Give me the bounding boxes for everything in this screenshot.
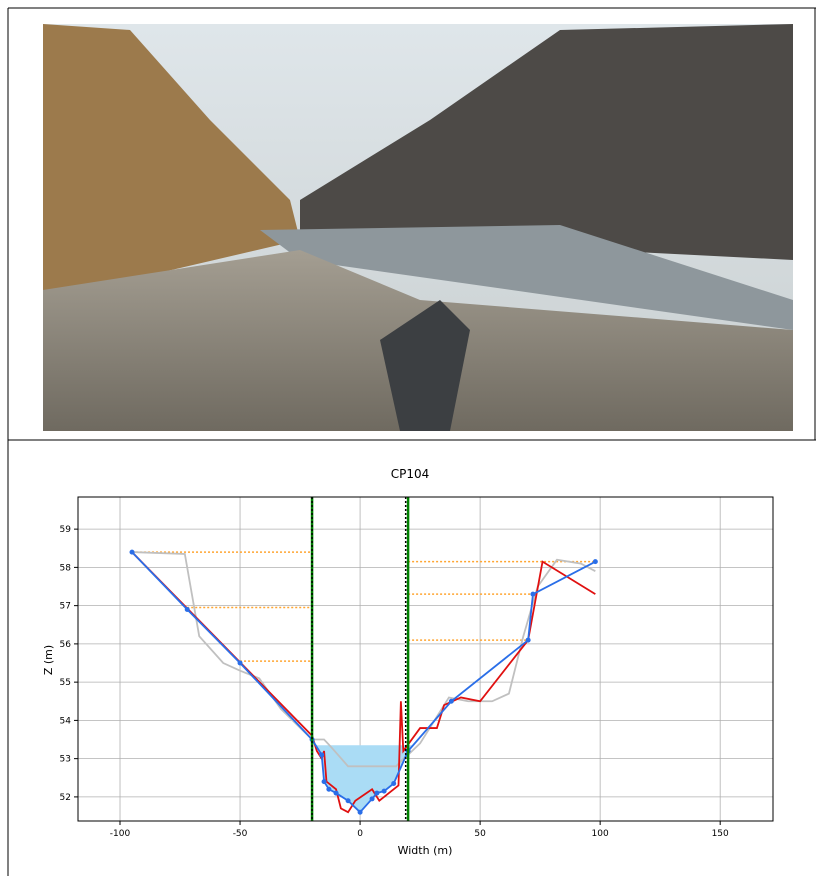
profile-point <box>357 809 363 815</box>
profile-point <box>592 559 598 565</box>
x-tick-label: 50 <box>474 829 486 839</box>
x-axis-label: Width (m) <box>398 844 453 857</box>
profile-point <box>525 637 531 643</box>
y-tick-label: 53 <box>60 755 71 765</box>
x-tick-label: 0 <box>357 829 363 839</box>
photo <box>43 24 793 431</box>
x-tick-label: -50 <box>233 829 248 839</box>
y-tick-label: 54 <box>60 716 72 726</box>
profile-point <box>326 786 332 792</box>
profile-point <box>129 549 135 555</box>
profile-point <box>321 779 327 785</box>
y-tick-label: 57 <box>60 602 71 612</box>
profile-point <box>184 606 190 612</box>
profile-line <box>131 551 596 768</box>
y-tick-label: 56 <box>60 640 72 650</box>
x-tick-label: 100 <box>592 829 609 839</box>
profile-point <box>319 752 325 758</box>
profile-point <box>381 788 387 794</box>
profile-point <box>374 790 380 796</box>
profile-point <box>530 591 536 597</box>
profile-point <box>448 698 454 704</box>
profile-line <box>131 551 596 814</box>
y-tick-label: 59 <box>60 525 72 535</box>
profile-point <box>333 790 339 796</box>
y-axis-label: Z (m) <box>42 645 55 675</box>
profile-point <box>391 781 397 787</box>
y-tick-label: 58 <box>60 563 72 573</box>
x-tick-label: -100 <box>110 829 131 839</box>
y-tick-label: 55 <box>60 678 71 688</box>
x-tick-label: 150 <box>712 829 729 839</box>
chart: CP104 Width (m) Z (m) -100 -50 0 50 100 150 52… <box>42 467 774 857</box>
profile-point <box>369 796 375 802</box>
plot-frame <box>77 496 774 822</box>
profile-point <box>345 798 351 804</box>
y-tick-label: 52 <box>60 793 71 803</box>
chart-title: CP104 <box>391 467 430 481</box>
profile-point <box>237 660 243 666</box>
